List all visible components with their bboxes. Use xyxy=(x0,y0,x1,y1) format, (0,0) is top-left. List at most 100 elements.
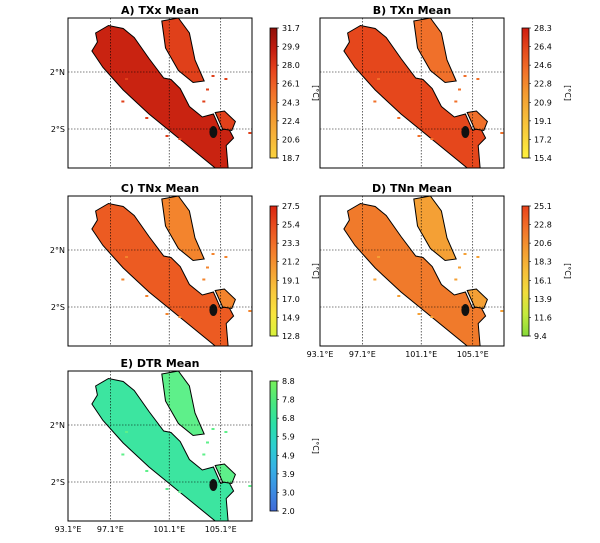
colorbar-label: 24.3 xyxy=(282,98,300,107)
small-island xyxy=(248,132,252,134)
dark-spot xyxy=(461,126,470,138)
bangka-island xyxy=(214,110,236,132)
small-island xyxy=(121,100,125,103)
lon-label: 97.1°E xyxy=(97,525,124,534)
lat-label: 2°N xyxy=(50,68,65,77)
small-island xyxy=(121,278,125,281)
small-island xyxy=(202,100,206,103)
small-island xyxy=(463,75,467,77)
bangka-island xyxy=(466,110,488,132)
colorbar xyxy=(521,27,530,159)
lon-label: 101.1°E xyxy=(153,525,185,534)
colorbar-label: 13.9 xyxy=(534,295,552,304)
dark-spot xyxy=(209,126,218,138)
colorbar-label: 28.0 xyxy=(282,61,300,70)
colorbar-label: 26.1 xyxy=(282,80,300,89)
panel-e: E) DTR Mean 2°N 2°S 93.1°E 97.1°E 101.1°E 105.… xyxy=(50,357,320,534)
small-island xyxy=(125,431,129,433)
small-island xyxy=(417,313,421,315)
small-island xyxy=(454,100,458,103)
bangka-island xyxy=(214,288,236,310)
colorbar-unit: [°C] xyxy=(311,263,320,279)
small-island xyxy=(121,453,125,456)
small-island xyxy=(211,253,215,255)
small-island xyxy=(125,78,129,80)
lon-label: 93.1°E xyxy=(55,525,82,534)
small-island xyxy=(145,295,149,297)
colorbar-label: 20.9 xyxy=(534,98,552,107)
bangka-island xyxy=(214,463,236,485)
lat-label: 2°S xyxy=(51,478,65,487)
colorbar-label: 31.7 xyxy=(282,24,300,33)
small-island xyxy=(224,78,228,80)
colorbar-label: 8.8 xyxy=(282,377,295,386)
colorbar xyxy=(269,380,278,512)
small-island xyxy=(178,138,182,140)
small-island xyxy=(397,295,401,297)
small-island xyxy=(202,453,206,456)
small-island xyxy=(165,313,169,315)
small-island xyxy=(224,256,228,258)
malay-peninsula xyxy=(161,370,205,437)
malay-peninsula xyxy=(161,17,205,84)
colorbar-label: 7.8 xyxy=(282,396,295,405)
colorbar-label: 15.4 xyxy=(534,154,552,163)
dark-spot xyxy=(209,304,218,316)
colorbar xyxy=(269,205,278,337)
colorbar-label: 17.2 xyxy=(534,135,552,144)
small-island xyxy=(476,256,480,258)
small-island xyxy=(377,256,381,258)
colorbar-label: 5.9 xyxy=(282,433,295,442)
small-island xyxy=(125,256,129,258)
small-island xyxy=(454,278,458,281)
malay-peninsula xyxy=(413,17,457,84)
colorbar-label: 14.9 xyxy=(282,313,300,322)
colorbar-label: 28.3 xyxy=(534,24,552,33)
small-island xyxy=(430,138,434,140)
small-island xyxy=(206,266,209,269)
colorbar-label: 18.3 xyxy=(534,258,552,267)
panel-title: C) TNx Mean xyxy=(121,182,199,195)
lon-label: 101.1°E xyxy=(405,350,437,359)
dark-spot xyxy=(209,479,218,491)
small-island xyxy=(248,310,252,312)
colorbar-label: 25.1 xyxy=(534,202,552,211)
small-island xyxy=(178,491,182,493)
lon-label: 97.1°E xyxy=(349,350,376,359)
small-island xyxy=(458,88,461,91)
lon-label: 105.1°E xyxy=(205,525,237,534)
lat-label: 2°S xyxy=(51,125,65,134)
panel-title: A) TXx Mean xyxy=(121,4,199,17)
small-island xyxy=(145,470,149,472)
small-island xyxy=(178,316,182,318)
colorbar-label: 3.0 xyxy=(282,488,295,497)
colorbar-label: 2.0 xyxy=(282,507,295,516)
panel-a: A) TXx Mean 2°N 2°S 31.7 29.9 28.0 26.1 24.3 22.… xyxy=(50,4,320,169)
panel-b: B) TXn Mean 28.3 26.4 24.6 22.8 20.9 19.1 17.2 1… xyxy=(319,4,572,169)
colorbar xyxy=(269,27,278,159)
colorbar-label: 20.6 xyxy=(534,239,552,248)
small-island xyxy=(202,278,206,281)
small-island xyxy=(373,100,377,103)
small-island xyxy=(430,316,434,318)
colorbar-unit: [°C] xyxy=(311,438,320,454)
colorbar-label: 3.9 xyxy=(282,470,295,479)
malay-peninsula xyxy=(161,195,205,262)
small-island xyxy=(248,485,252,487)
colorbar-label: 18.7 xyxy=(282,154,300,163)
colorbar-label: 23.3 xyxy=(282,239,300,248)
colorbar-label: 29.9 xyxy=(282,43,300,52)
colorbar-label: 9.4 xyxy=(534,332,547,341)
colorbar-label: 21.2 xyxy=(282,258,300,267)
colorbar-label: 24.6 xyxy=(534,61,552,70)
small-island xyxy=(377,78,381,80)
colorbar-label: 26.4 xyxy=(534,43,552,52)
small-island xyxy=(463,253,467,255)
small-island xyxy=(211,75,215,77)
colorbar-unit: [°C] xyxy=(311,85,320,101)
bangka-island xyxy=(466,288,488,310)
colorbar-label: 25.4 xyxy=(282,221,300,230)
panel-title: B) TXn Mean xyxy=(373,4,452,17)
colorbar-label: 19.1 xyxy=(282,276,300,285)
